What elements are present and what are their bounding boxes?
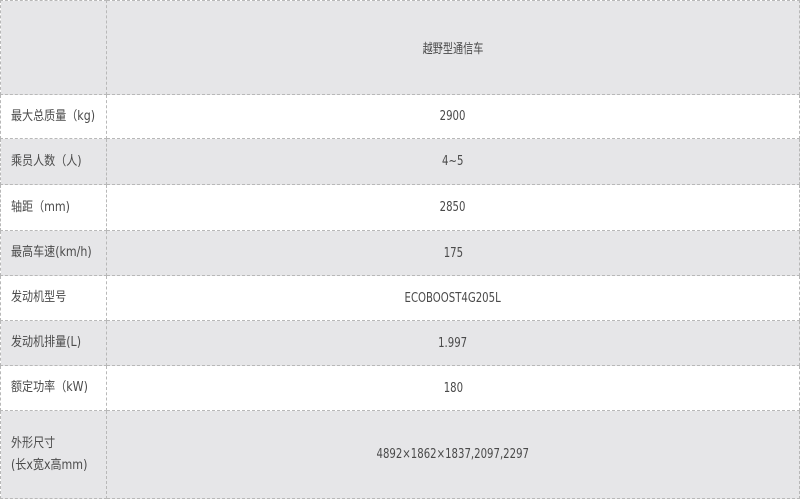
row-label: 乘员人数（人) — [11, 153, 82, 169]
corner-cell — [0, 0, 107, 95]
header-title: 越野型通信车 — [106, 0, 800, 95]
row-value: 2850 — [440, 200, 466, 215]
table-row: 最大总质量（kg) 2900 — [0, 94, 800, 139]
row-label: 最大总质量（kg) — [11, 108, 96, 124]
row-value: 175 — [443, 245, 463, 261]
row-value: 1.997 — [438, 335, 468, 351]
table-row: 发动机型号 ECOBOOST4G205L — [0, 275, 800, 321]
row-label: 外形尺寸 — [11, 435, 56, 451]
row-label: 最高车速(km/h) — [11, 245, 92, 260]
row-label-unit: (长x宽x高mm) — [11, 457, 88, 473]
table-row: 轴距（mm) 2850 — [0, 184, 800, 231]
table-row: 乘员人数（人) 4~5 — [0, 138, 800, 185]
header-row: 越野型通信车 — [0, 0, 800, 95]
row-value: 4~5 — [442, 154, 464, 169]
row-value: ECOBOOST4G205L — [404, 290, 502, 306]
row-label: 发动机排量(L) — [11, 335, 82, 350]
table-row: 外形尺寸 (长x宽x高mm) 4892×1862×1837,2097,2297 — [0, 410, 800, 499]
row-value: 2900 — [440, 109, 466, 124]
table-row: 最高车速(km/h) 175 — [0, 230, 800, 276]
table-row: 发动机排量(L) 1.997 — [0, 320, 800, 366]
row-value: 180 — [443, 380, 463, 396]
row-label: 额定功率（kW) — [11, 380, 88, 395]
table-row: 额定功率（kW) 180 — [0, 365, 800, 411]
row-label: 发动机型号 — [11, 290, 67, 305]
row-value: 4892×1862×1837,2097,2297 — [376, 447, 530, 462]
row-label: 轴距（mm) — [11, 199, 70, 215]
